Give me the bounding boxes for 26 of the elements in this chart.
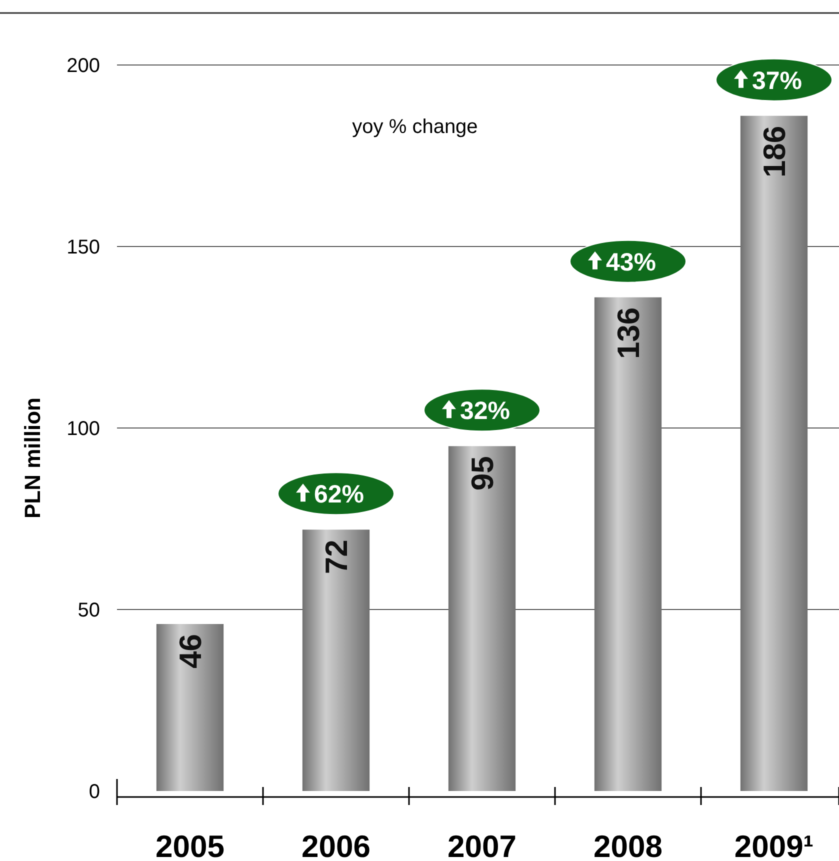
annotation: 62% bbox=[314, 480, 364, 509]
y-tick-label: 100 bbox=[66, 418, 100, 440]
bar bbox=[156, 624, 224, 791]
annotation: 32% bbox=[460, 397, 510, 426]
y-tick-label: 50 bbox=[78, 600, 100, 622]
x-tick-label: 2008 bbox=[594, 829, 662, 861]
data-label: 72 bbox=[319, 540, 354, 574]
y-tick-label: 0 bbox=[88, 781, 100, 803]
x-tick-label: 2009¹ bbox=[734, 829, 814, 861]
annotation: yoy % change bbox=[352, 116, 478, 138]
x-tick-label: 2006 bbox=[302, 829, 370, 861]
x-tick-label: 2007 bbox=[448, 829, 516, 861]
y-tick-label: 200 bbox=[66, 55, 100, 77]
bar bbox=[594, 297, 662, 791]
data-label: 136 bbox=[611, 307, 646, 360]
annotation: 43% bbox=[606, 248, 656, 276]
data-label: 46 bbox=[173, 634, 208, 669]
bar bbox=[740, 116, 808, 791]
y-axis-title: PLN million bbox=[20, 398, 45, 518]
annotation: 37% bbox=[752, 66, 802, 95]
bar bbox=[448, 446, 516, 791]
data-label: 95 bbox=[465, 456, 500, 491]
x-tick-label: 2005 bbox=[156, 829, 224, 861]
bar bbox=[302, 530, 370, 791]
y-tick-label: 150 bbox=[66, 236, 100, 258]
data-label: 186 bbox=[757, 126, 792, 178]
